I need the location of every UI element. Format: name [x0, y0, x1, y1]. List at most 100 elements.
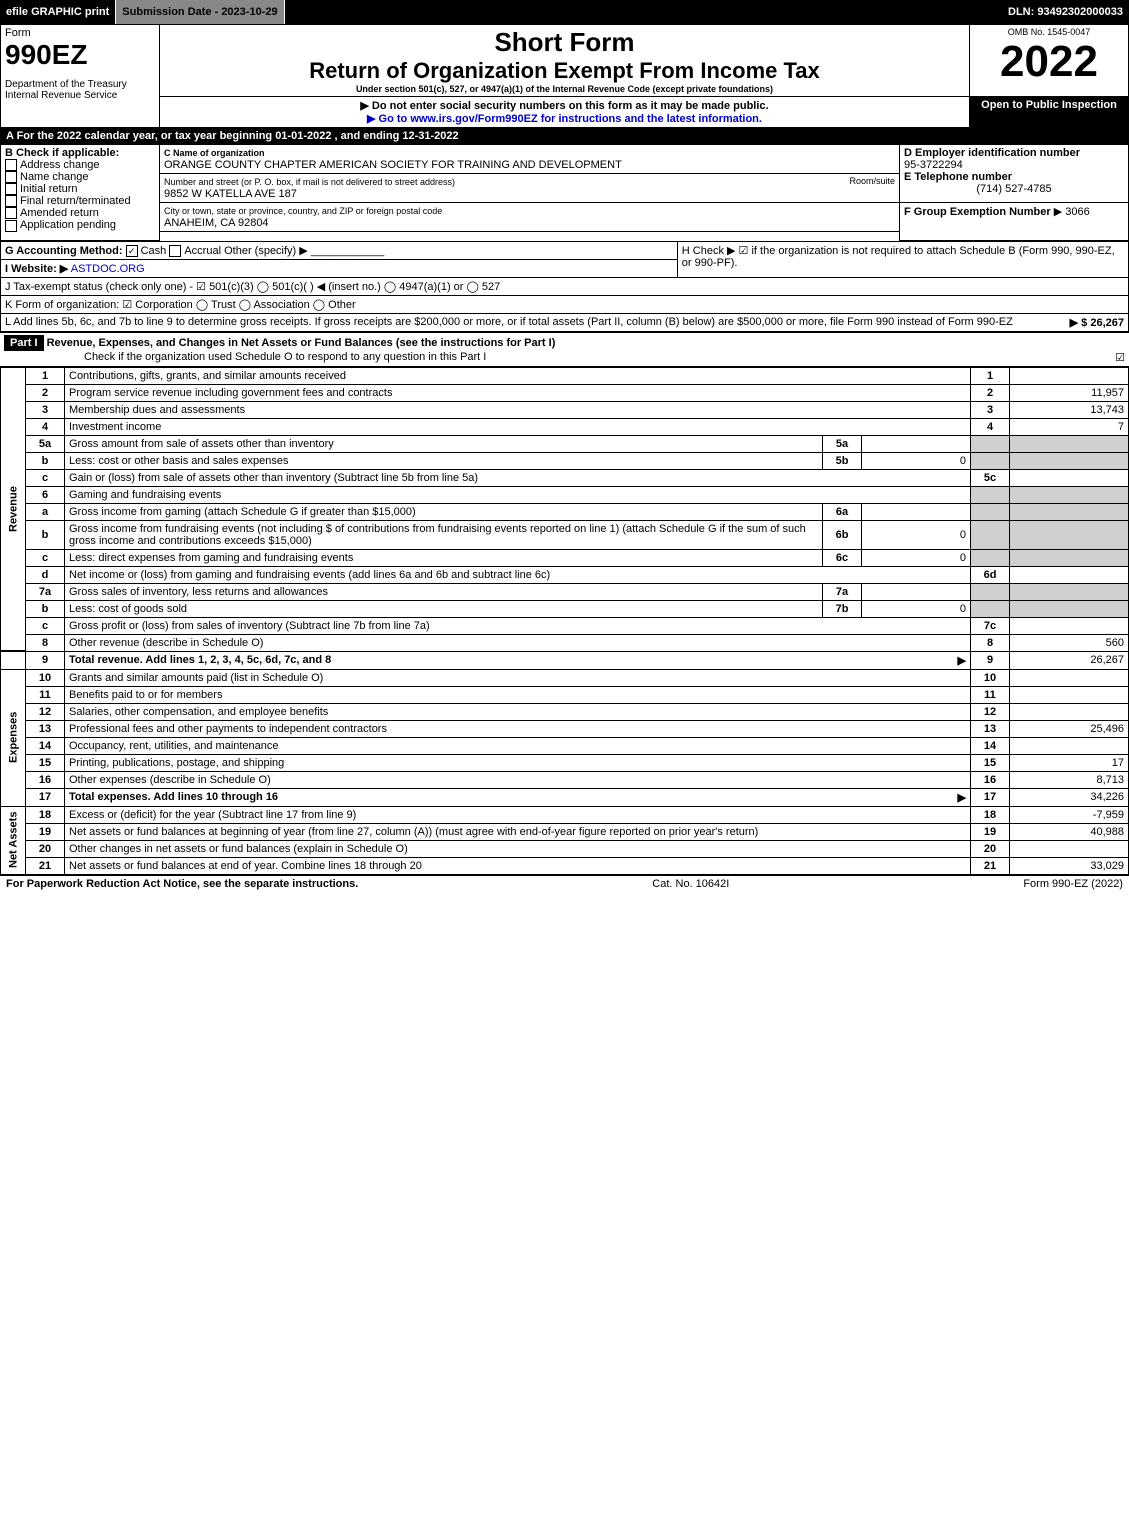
line-21-side: 21 — [971, 857, 1010, 874]
line-5c-num: c — [26, 469, 65, 486]
website-link[interactable]: ASTDOC.ORG — [71, 263, 145, 275]
line-6-val-shade — [1010, 486, 1129, 503]
checkbox-pending[interactable] — [5, 220, 17, 232]
line-17-arrow: ▶ — [958, 791, 966, 804]
goto-link[interactable]: ▶ Go to www.irs.gov/Form990EZ for instru… — [164, 112, 965, 125]
box-e-label: E Telephone number — [904, 171, 1012, 183]
line-20-side: 20 — [971, 840, 1010, 857]
form-number: 990EZ — [5, 39, 88, 70]
checkbox-initial[interactable] — [5, 183, 17, 195]
line-13-val: 25,496 — [1010, 720, 1129, 737]
accrual-checkbox[interactable] — [169, 245, 181, 257]
line-4-val: 7 — [1010, 418, 1129, 435]
line-6c-desc: Less: direct expenses from gaming and fu… — [65, 549, 823, 566]
line-16-side: 16 — [971, 771, 1010, 788]
line-18-desc: Excess or (deficit) for the year (Subtra… — [65, 806, 971, 823]
part1-title: Revenue, Expenses, and Changes in Net As… — [47, 337, 556, 349]
line-7c-num: c — [26, 617, 65, 634]
revenue-vertical-label: Revenue — [1, 367, 26, 651]
line-6a-val-shade — [1010, 503, 1129, 520]
line-18-val: -7,959 — [1010, 806, 1129, 823]
line-6c-side-shade — [971, 549, 1010, 566]
line-5a-side-shade — [971, 435, 1010, 452]
line-5c-val — [1010, 469, 1129, 486]
line-5b-num: b — [26, 452, 65, 469]
line-8-val: 560 — [1010, 634, 1129, 651]
box-f: F Group Exemption Number ▶ 3066 — [900, 203, 1129, 241]
line-6a-num: a — [26, 503, 65, 520]
checkbox-name[interactable] — [5, 171, 17, 183]
line-7b-num: b — [26, 600, 65, 617]
line-5a-val-shade — [1010, 435, 1129, 452]
line-6b-val-shade — [1010, 520, 1129, 549]
irs-label: Internal Revenue Service — [5, 90, 155, 101]
title-cell: Short Form Return of Organization Exempt… — [160, 25, 970, 97]
street-label: Number and street (or P. O. box, if mail… — [164, 177, 455, 187]
line-10-desc: Grants and similar amounts paid (list in… — [65, 669, 971, 686]
line-7a-sub — [862, 583, 971, 600]
line-6c-num: c — [26, 549, 65, 566]
section-a-header: A For the 2022 calendar year, or tax yea… — [0, 128, 1129, 144]
line-12-val — [1010, 703, 1129, 720]
checkbox-amended[interactable] — [5, 207, 17, 219]
line-1-val — [1010, 367, 1129, 384]
group-exemption-value: ▶ 3066 — [1054, 206, 1090, 218]
line-21-num: 21 — [26, 857, 65, 874]
cash-label: Cash — [141, 245, 167, 257]
header-table: Form 990EZ Department of the Treasury In… — [0, 24, 1129, 128]
checkopt-2: Initial return — [20, 183, 77, 195]
footer-left: For Paperwork Reduction Act Notice, see … — [6, 878, 358, 890]
line-19-side: 19 — [971, 823, 1010, 840]
box-i: I Website: ▶ ASTDOC.ORG — [1, 259, 678, 277]
line-7b-desc: Less: cost of goods sold — [65, 600, 823, 617]
dept-label: Department of the Treasury — [5, 79, 155, 90]
line-6a-side-shade — [971, 503, 1010, 520]
line-7a-num: 7a — [26, 583, 65, 600]
box-h-text: H Check ▶ ☑ if the organization is not r… — [682, 245, 1115, 269]
line-4-desc: Investment income — [65, 418, 971, 435]
line-9-side: 9 — [971, 651, 1010, 669]
cash-checkbox[interactable]: ✓ — [126, 245, 138, 257]
line-11-num: 11 — [26, 686, 65, 703]
line-13-num: 13 — [26, 720, 65, 737]
line-5b-side-shade — [971, 452, 1010, 469]
short-form-title: Short Form — [164, 27, 965, 58]
irs-link[interactable]: ▶ Go to www.irs.gov/Form990EZ for instru… — [367, 113, 762, 125]
line-15-side: 15 — [971, 754, 1010, 771]
box-b-label: B Check if applicable: — [5, 147, 119, 159]
efile-label: efile GRAPHIC print — [0, 0, 116, 24]
box-c-name: C Name of organization ORANGE COUNTY CHA… — [160, 145, 900, 174]
box-l-text: L Add lines 5b, 6c, and 7b to line 9 to … — [5, 316, 1013, 328]
line-6b-side-shade — [971, 520, 1010, 549]
omb-number: OMB No. 1545-0047 — [974, 27, 1124, 37]
part1-checkbox[interactable]: ☑ — [1115, 351, 1125, 364]
line-11-val — [1010, 686, 1129, 703]
line-7c-desc: Gross profit or (loss) from sales of inv… — [65, 617, 971, 634]
checkbox-final[interactable] — [5, 195, 17, 207]
netassets-vertical-label: Net Assets — [1, 806, 26, 874]
line-5c-side: 5c — [971, 469, 1010, 486]
footer-right: Form 990-EZ (2022) — [1023, 878, 1123, 890]
line-2-val: 11,957 — [1010, 384, 1129, 401]
line-12-desc: Salaries, other compensation, and employ… — [65, 703, 971, 720]
line-1-desc: Contributions, gifts, grants, and simila… — [65, 367, 971, 384]
line-13-side: 13 — [971, 720, 1010, 737]
phone-value: (714) 527-4785 — [904, 183, 1124, 195]
line-7b-sublabel: 7b — [823, 600, 862, 617]
box-k: K Form of organization: ☑ Corporation ◯ … — [1, 295, 1129, 313]
line-6d-desc: Net income or (loss) from gaming and fun… — [65, 566, 971, 583]
box-g: G Accounting Method: ✓Cash Accrual Other… — [1, 241, 678, 259]
line-11-desc: Benefits paid to or for members — [65, 686, 971, 703]
line-7a-val-shade — [1010, 583, 1129, 600]
box-d-e: D Employer identification number 95-3722… — [900, 145, 1129, 203]
line-6b-desc: Gross income from fundraising events (no… — [65, 520, 823, 549]
line-6c-sub: 0 — [862, 549, 971, 566]
line-17-desc: Total expenses. Add lines 10 through 16 … — [65, 788, 971, 806]
box-l: L Add lines 5b, 6c, and 7b to line 9 to … — [1, 313, 1129, 331]
form-cell: Form 990EZ Department of the Treasury In… — [1, 25, 160, 128]
line-9-desc: Total revenue. Add lines 1, 2, 3, 4, 5c,… — [65, 651, 971, 669]
box-c-label: C Name of organization — [164, 148, 265, 158]
line-6a-sublabel: 6a — [823, 503, 862, 520]
line-6-num: 6 — [26, 486, 65, 503]
checkbox-address[interactable] — [5, 159, 17, 171]
